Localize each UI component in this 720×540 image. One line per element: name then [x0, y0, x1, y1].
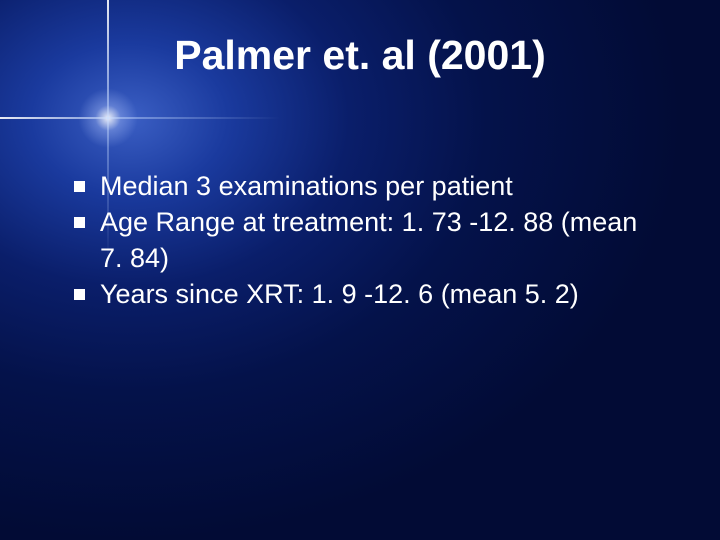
lens-flare-core: [78, 88, 138, 148]
bullet-square-icon: [74, 289, 85, 300]
lens-flare-horizontal: [0, 117, 280, 119]
bullet-text: Years since XRT: 1. 9 -12. 6 (mean 5. 2): [100, 276, 664, 312]
slide-title: Palmer et. al (2001): [0, 32, 720, 79]
bullet-item: Years since XRT: 1. 9 -12. 6 (mean 5. 2): [74, 276, 664, 312]
bullet-item: Median 3 examinations per patient: [74, 168, 664, 204]
slide-body: Median 3 examinations per patient Age Ra…: [74, 168, 664, 312]
bullet-item: Age Range at treatment: 1. 73 -12. 88 (m…: [74, 204, 664, 276]
slide: Palmer et. al (2001) Median 3 examinatio…: [0, 0, 720, 540]
bullet-square-icon: [74, 181, 85, 192]
bullet-text: Median 3 examinations per patient: [100, 168, 664, 204]
bullet-text: Age Range at treatment: 1. 73 -12. 88 (m…: [100, 204, 664, 276]
bullet-square-icon: [74, 217, 85, 228]
